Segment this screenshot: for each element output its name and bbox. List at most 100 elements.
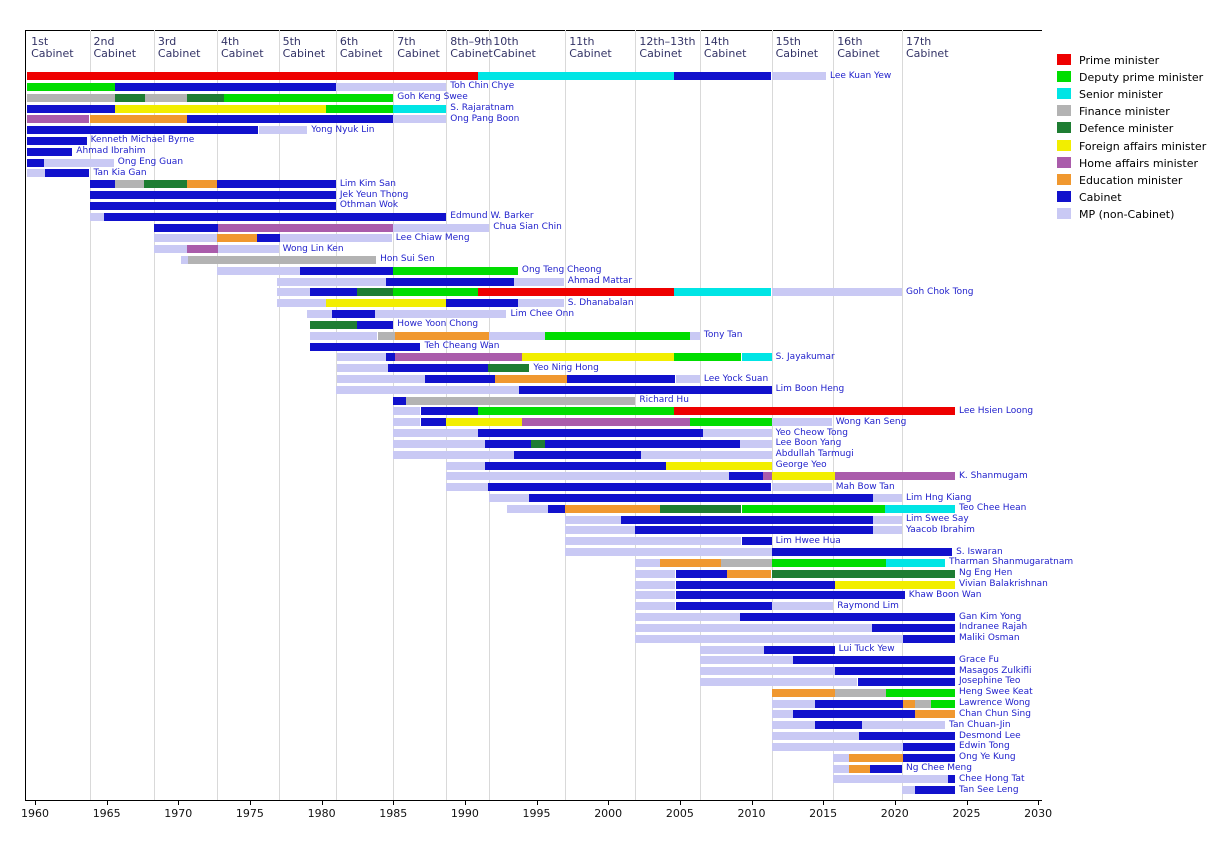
- minister-name-label[interactable]: Mah Bow Tan: [835, 481, 895, 492]
- legend-swatch-sen: [1057, 88, 1071, 100]
- timeline-segment: [153, 245, 187, 254]
- minister-name-label[interactable]: Tan Chuan-Jin: [949, 719, 1011, 730]
- minister-name-label[interactable]: Teo Chee Hean: [959, 503, 1027, 514]
- minister-name-label[interactable]: Goh Chok Tong: [906, 286, 974, 297]
- minister-name-label[interactable]: Lee Boon Yang: [775, 438, 842, 449]
- minister-name-label[interactable]: Gan Kim Yong: [959, 611, 1022, 622]
- minister-name-label[interactable]: Lee Yock Suan: [703, 373, 769, 384]
- minister-name-label[interactable]: Toh Chin Chye: [450, 81, 515, 92]
- minister-name-label[interactable]: S. Rajaratnam: [450, 103, 515, 113]
- minister-name-label[interactable]: Tharman Shanmugaratnam: [949, 557, 1074, 568]
- minister-name-label[interactable]: Ong Pang Boon: [450, 113, 520, 124]
- minister-name-label[interactable]: George Yeo: [775, 460, 827, 470]
- minister-name-label[interactable]: Grace Fu: [959, 654, 999, 665]
- minister-name-label[interactable]: Yeo Ning Hong: [533, 362, 599, 373]
- minister-name-label[interactable]: Lim Swee Say: [906, 514, 969, 525]
- minister-name-label[interactable]: S. Dhanabalan: [567, 297, 634, 308]
- timeline-segment: [89, 180, 116, 189]
- minister-name-label[interactable]: Wong Lin Ken: [282, 243, 344, 254]
- timeline-segment: [771, 602, 834, 611]
- timeline-segment: [27, 158, 44, 167]
- minister-name-label[interactable]: Jek Yeun Thong: [339, 189, 409, 200]
- minister-name-label[interactable]: Desmond Lee: [959, 730, 1021, 741]
- timeline-segment: [674, 72, 772, 80]
- minister-name-label[interactable]: Lim Hwee Hua: [775, 535, 841, 546]
- timeline-segment: [506, 504, 549, 513]
- timeline-segment: [740, 613, 955, 621]
- minister-name-label[interactable]: Othman Wok: [339, 200, 399, 211]
- timeline-segment: [446, 483, 488, 492]
- minister-name-label[interactable]: Lui Tuck Yew: [838, 644, 895, 654]
- timeline-segment: [485, 461, 666, 470]
- minister-name-label[interactable]: Yeo Cheow Tong: [775, 427, 848, 438]
- timeline-segment: [218, 223, 394, 232]
- timeline-segment: [393, 223, 490, 232]
- minister-name-label[interactable]: Tan See Leng: [959, 784, 1019, 795]
- minister-name-label[interactable]: Josephine Teo: [959, 676, 1021, 687]
- timeline-segment: [257, 234, 280, 243]
- timeline-segment: [833, 775, 948, 784]
- minister-name-label[interactable]: S. Iswaran: [956, 546, 1003, 557]
- timeline-segment: [903, 742, 955, 751]
- minister-name-label[interactable]: Lee Hsien Loong: [959, 405, 1034, 416]
- minister-name-label[interactable]: Kenneth Michael Byrne: [90, 135, 195, 146]
- minister-name-label[interactable]: Hon Sui Sen: [380, 254, 435, 265]
- minister-name-label[interactable]: Lee Kuan Yew: [830, 70, 892, 81]
- minister-name-label[interactable]: Ng Chee Meng: [906, 763, 972, 773]
- timeline-segment: [393, 396, 407, 405]
- timeline-segment: [902, 786, 915, 795]
- minister-name-label[interactable]: Raymond Lim: [837, 600, 899, 611]
- timeline-segment: [485, 439, 531, 448]
- minister-name-label[interactable]: Edwin Tong: [959, 741, 1010, 752]
- minister-name-label[interactable]: Howe Yoon Chong: [397, 319, 479, 330]
- minister-name-label[interactable]: Yaacob Ibrahim: [906, 524, 975, 535]
- timeline-segment: [675, 580, 835, 589]
- minister-name-label[interactable]: Richard Hu: [639, 395, 689, 406]
- minister-name-label[interactable]: Chee Hong Tat: [959, 773, 1025, 784]
- legend-item: Finance minister: [1057, 104, 1217, 118]
- minister-name-label[interactable]: Maliki Osman: [959, 633, 1020, 644]
- minister-name-label[interactable]: Goh Keng Swee: [397, 92, 468, 103]
- minister-name-label[interactable]: Chan Chun Sing: [959, 708, 1031, 719]
- minister-name-label[interactable]: Ahmad Mattar: [567, 276, 633, 287]
- minister-name-label[interactable]: Edmund W. Barker: [450, 211, 534, 222]
- legend-item: Education minister: [1057, 173, 1217, 187]
- minister-name-label[interactable]: Lee Chiaw Meng: [395, 232, 470, 243]
- timeline-segment: [771, 72, 827, 80]
- cabinet-header-label: 8th–9th Cabinet: [450, 35, 493, 60]
- minister-name-label[interactable]: Chua Sian Chin: [493, 222, 562, 232]
- x-axis-tick-label: 1985: [379, 807, 408, 820]
- timeline-segment: [833, 753, 849, 762]
- minister-name-label[interactable]: Lim Kim San: [339, 178, 396, 189]
- timeline-segment: [545, 331, 690, 340]
- minister-name-label[interactable]: Tan Kia Gan: [93, 167, 147, 178]
- minister-name-label[interactable]: Lawrence Wong: [959, 698, 1031, 709]
- minister-name-label[interactable]: Indranee Rajah: [959, 622, 1028, 633]
- minister-name-label[interactable]: Teh Cheang Wan: [424, 341, 500, 351]
- minister-name-label[interactable]: Ong Eng Guan: [117, 157, 184, 168]
- minister-name-label[interactable]: Heng Swee Keat: [959, 687, 1033, 698]
- minister-name-label[interactable]: Yong Nyuk Lin: [311, 124, 375, 135]
- minister-name-label[interactable]: S. Jayakumar: [775, 351, 835, 362]
- minister-name-label[interactable]: Tony Tan: [703, 330, 743, 341]
- minister-name-label[interactable]: Ong Ye Kung: [959, 752, 1016, 763]
- minister-name-label[interactable]: Wong Kan Seng: [835, 416, 907, 427]
- minister-name-label[interactable]: Lim Chee Onn: [510, 308, 575, 319]
- timeline-segment: [27, 147, 73, 156]
- legend-swatch-def: [1057, 122, 1071, 134]
- minister-name-label[interactable]: Vivian Balakrishnan: [959, 579, 1048, 589]
- minister-name-label[interactable]: Khaw Boon Wan: [908, 589, 982, 600]
- minister-name-label[interactable]: Masagos Zulkifli: [959, 665, 1032, 676]
- minister-name-label[interactable]: Ong Teng Cheong: [521, 265, 602, 276]
- minister-name-label[interactable]: Ahmad Ibrahim: [76, 146, 146, 157]
- timeline-segment: [635, 613, 740, 621]
- minister-name-label[interactable]: Lim Hng Kiang: [906, 492, 972, 503]
- minister-name-label[interactable]: Abdullah Tarmugi: [775, 449, 854, 460]
- timeline-segment: [873, 526, 902, 535]
- minister-name-label[interactable]: Ng Eng Hen: [959, 568, 1013, 579]
- minister-name-label[interactable]: Lim Boon Heng: [775, 384, 845, 395]
- timeline-segment: [277, 277, 387, 286]
- timeline-segment: [621, 515, 874, 524]
- minister-name-label[interactable]: K. Shanmugam: [959, 470, 1028, 481]
- timeline-segment: [914, 710, 955, 719]
